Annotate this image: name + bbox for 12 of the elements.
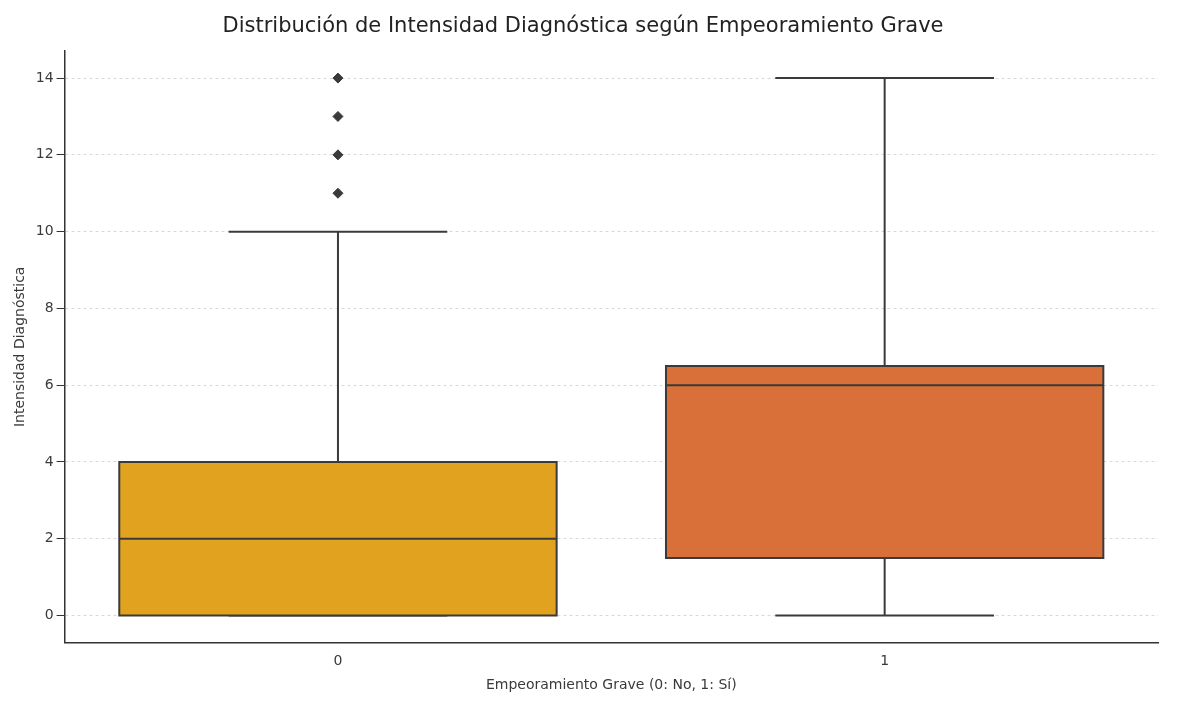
y-tick-label: 4 — [44, 452, 54, 469]
y-axis-title: Intensidad Diagnóstica — [11, 266, 28, 428]
y-tick-label: 2 — [44, 529, 54, 546]
y-tick-label: 14 — [35, 68, 54, 85]
x-tick-label: 1 — [880, 652, 890, 669]
y-tick-label: 8 — [44, 299, 54, 316]
y-tick-label: 0 — [44, 606, 54, 623]
y-tick-label: 12 — [35, 145, 54, 162]
chart-title: Distribución de Intensidad Diagnóstica según Empeoramiento Grave — [222, 13, 944, 38]
y-tick-label: 6 — [44, 375, 54, 392]
x-axis-title: Empeoramiento Grave (0: No, 1: Sí) — [485, 676, 737, 693]
y-tick-label: 10 — [35, 222, 54, 239]
